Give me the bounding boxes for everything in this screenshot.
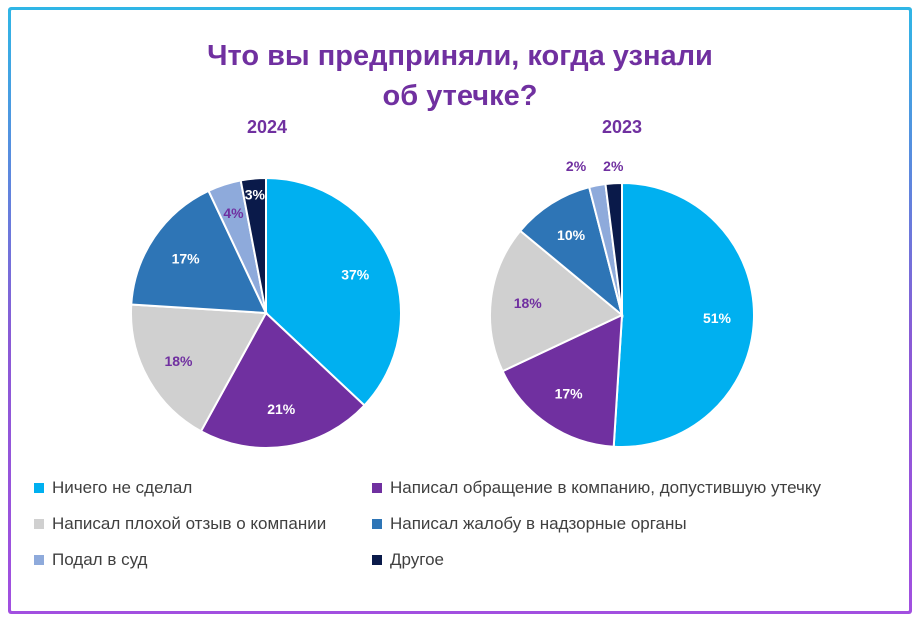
pie-slice-2024-regulator — [130, 189, 268, 315]
legend-item-lawsuit: Подал в суд — [34, 550, 147, 570]
pie-chart-2024: 37% 21% 18% 17% 4%3% — [130, 176, 402, 449]
legend-label: Написал плохой отзыв о компании — [52, 514, 327, 533]
legend-label: Написал жалобу в надзорные органы — [390, 514, 687, 533]
pie-slice-2023-company — [501, 313, 624, 448]
legend-item-bad-review: Написал плохой отзыв о компании — [34, 514, 326, 534]
chart-frame — [8, 7, 912, 614]
pie-chart-2023: 51% 17% 18% 10% 2% 2% — [489, 158, 755, 448]
legend-swatch — [34, 555, 44, 565]
year-label-2024: 2024 — [246, 117, 288, 137]
legend-item-regulator-complaint: Написал жалобу в надзорные органы — [372, 514, 687, 534]
data-label-2024-review: 18% — [164, 353, 193, 369]
pie-slice-2023-other — [604, 181, 623, 316]
legend-item-nothing: Ничего не сделал — [34, 478, 192, 498]
legend-label: Написал обращение в компанию, допустившу… — [390, 478, 821, 497]
chart-title: Что вы предприняли, когда узнали об утеч… — [0, 36, 920, 116]
data-label-2023-nothing: 51% — [703, 310, 732, 326]
pie-slice-2024-company — [199, 311, 366, 449]
legend-label: Подал в суд — [52, 550, 148, 569]
data-label-2024-other: 3% — [245, 187, 266, 203]
legend-label: Другое — [390, 550, 445, 569]
data-label-2024-lawsuit: 4% — [223, 205, 244, 221]
pie-slice-2023-review — [489, 229, 624, 373]
data-label-2023-other: 2% — [603, 158, 624, 174]
legend-item-complaint-company: Написал обращение в компанию, допустившу… — [372, 478, 821, 498]
legend-swatch — [372, 483, 382, 493]
data-label-2023-lawsuit: 2% — [566, 158, 587, 174]
legend-swatch — [372, 555, 382, 565]
title-line-2: об утечке? — [382, 80, 538, 112]
legend-swatch — [34, 483, 44, 493]
legend-label: Ничего не сделал — [52, 478, 193, 497]
data-label-2023-review: 18% — [514, 295, 543, 311]
legend: Ничего не сделал Написал обращение в ком… — [34, 478, 894, 588]
pie-slice-2023-nothing — [612, 181, 755, 448]
legend-swatch — [372, 519, 382, 529]
data-label-2024-regulator: 17% — [172, 250, 201, 266]
pie-slice-2024-nothing — [265, 176, 402, 407]
title-line-1: Что вы предприняли, когда узнали — [207, 40, 713, 72]
legend-item-other: Другое — [372, 550, 444, 570]
pie-slice-2024-review — [130, 303, 268, 433]
legend-swatch — [34, 519, 44, 529]
data-label-2023-company: 17% — [555, 386, 584, 402]
data-label-2023-regulator: 10% — [557, 227, 586, 243]
pie-slice-2024-other — [239, 176, 267, 314]
year-label-2023: 2023 — [601, 117, 643, 137]
data-label-2024-company: 21% — [267, 401, 296, 417]
data-label-2024-nothing: 37% — [341, 266, 370, 282]
